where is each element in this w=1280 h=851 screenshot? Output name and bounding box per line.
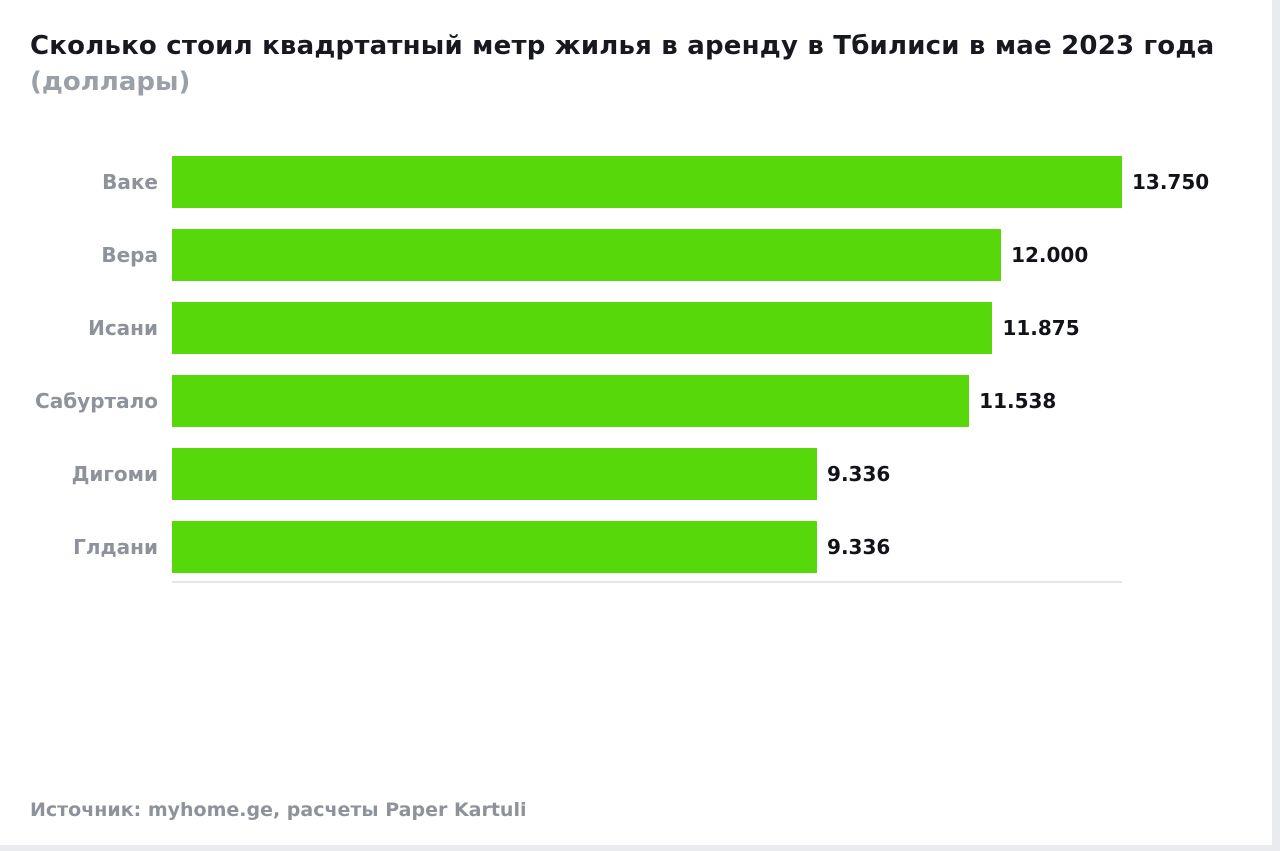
category-label: Вера [101, 243, 158, 267]
chart-row: Сабуртало 11.538 [30, 375, 1242, 427]
chart-subtitle: (доллары) [30, 67, 191, 97]
chart-row: Ваке 13.750 [30, 156, 1242, 208]
value-label: 9.336 [827, 462, 891, 486]
bar [172, 302, 993, 354]
chart-baseline [172, 581, 1122, 583]
chart-row: Глдани 9.336 [30, 521, 1242, 573]
category-label: Ваке [102, 170, 158, 194]
value-label: 11.538 [979, 389, 1057, 413]
chart-row: Вера 12.000 [30, 229, 1242, 281]
chart-row: Дигоми 9.336 [30, 448, 1242, 500]
chart-row: Исани 11.875 [30, 302, 1242, 354]
bar [172, 521, 818, 573]
bar-track: 9.336 [172, 521, 1122, 573]
bar [172, 448, 818, 500]
bar-track: 9.336 [172, 448, 1122, 500]
bar [172, 375, 970, 427]
category-label: Дигоми [71, 462, 158, 486]
category-label: Исани [88, 316, 158, 340]
value-label: 9.336 [827, 535, 891, 559]
bar [172, 156, 1122, 208]
source-note: Источник: myhome.ge, расчеты Paper Kartu… [30, 799, 527, 821]
bar-track: 11.875 [172, 302, 1122, 354]
category-label: Глдани [73, 535, 158, 559]
value-label: 11.875 [1002, 316, 1080, 340]
category-label: Сабуртало [35, 389, 158, 413]
chart-title: Сколько стоил квадртатный метр жилья в а… [30, 31, 1215, 61]
bar [172, 229, 1002, 281]
bar-track: 13.750 [172, 156, 1209, 208]
bar-chart: Ваке 13.750 Вера 12.000 Исани 11.875 Сабуртало… [30, 156, 1242, 573]
value-label: 13.750 [1132, 170, 1210, 194]
bar-track: 11.538 [172, 375, 1122, 427]
bar-track: 12.000 [172, 229, 1122, 281]
value-label: 12.000 [1011, 243, 1089, 267]
